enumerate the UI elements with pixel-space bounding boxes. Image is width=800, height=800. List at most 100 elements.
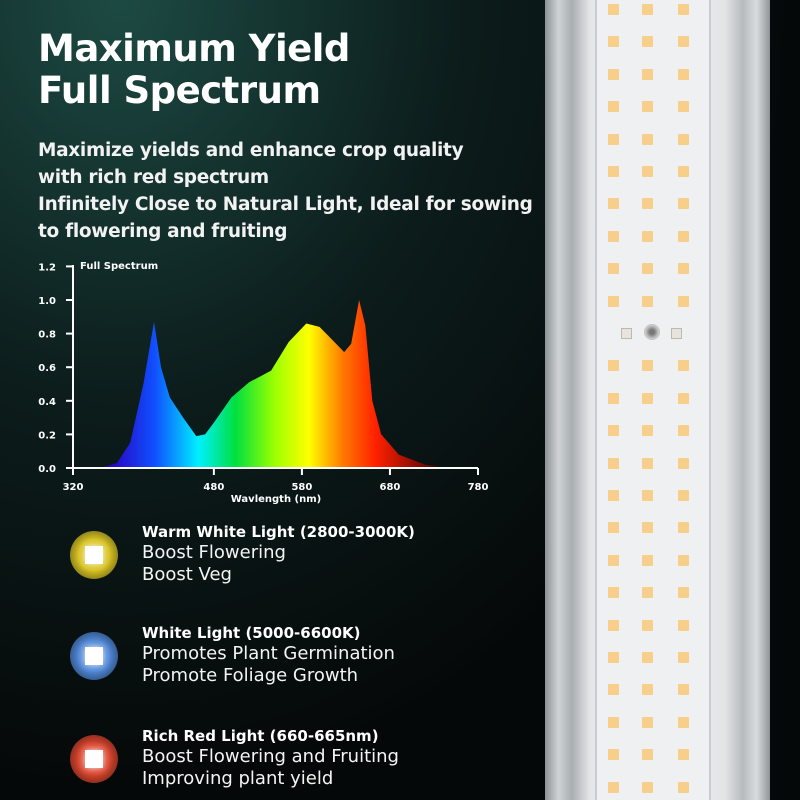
led-chip <box>642 263 653 275</box>
led-chip <box>678 587 689 599</box>
feature-line: Promotes Plant Germination <box>142 643 395 664</box>
description-line: Maximize yields and enhance crop quality <box>38 140 464 161</box>
led-chip <box>678 457 689 469</box>
led-chip <box>642 457 653 469</box>
screw-icon <box>644 324 660 340</box>
led-chip <box>642 522 653 534</box>
led-chip <box>608 587 619 599</box>
led-chip <box>608 230 619 242</box>
led-chip <box>678 522 689 534</box>
led-chip <box>642 4 653 15</box>
headline-line-2: Full Spectrum <box>38 69 321 112</box>
led-chip <box>642 166 653 177</box>
led-chip <box>642 619 653 631</box>
red-led-chip <box>671 328 682 339</box>
y-tick-label: 1.2 <box>38 262 56 273</box>
y-tick-label: 0.8 <box>38 330 56 341</box>
led-chip <box>608 490 619 501</box>
led-chip <box>642 36 653 48</box>
led-chip <box>642 749 653 761</box>
led-chip <box>608 166 619 177</box>
led-chip <box>678 652 689 663</box>
x-tick-label: 680 <box>380 482 401 493</box>
led-chip <box>608 554 619 566</box>
led-chip <box>678 4 689 15</box>
led-chip <box>608 781 619 793</box>
led-chip <box>642 587 653 599</box>
feature-line: Boost Flowering and Fruiting <box>142 746 399 767</box>
led-chip <box>678 166 689 177</box>
led-chip <box>608 4 619 15</box>
y-tick-label: 0.6 <box>38 363 56 374</box>
red-led-icon <box>70 735 118 783</box>
feature-line: Boost Veg <box>142 564 232 585</box>
led-chip <box>608 522 619 534</box>
feature-line: Improving plant yield <box>142 768 334 789</box>
x-tick-label: 580 <box>291 482 312 493</box>
x-tick-label: 780 <box>468 482 489 493</box>
description-line: to flowering and fruiting <box>38 221 288 242</box>
led-chip <box>642 392 653 404</box>
led-chip <box>608 749 619 761</box>
x-tick-label: 320 <box>63 482 84 493</box>
led-chip <box>608 101 619 113</box>
description: Maximize yields and enhance crop quality… <box>38 137 533 245</box>
y-tick-label: 0.4 <box>38 397 56 408</box>
led-light-bar <box>545 0 770 800</box>
led-chip <box>608 392 619 404</box>
y-tick-label: 0.2 <box>38 430 56 441</box>
x-axis-label: Wavlength (nm) <box>231 494 322 505</box>
spectrum-chart: 0.0 0.2 0.4 0.6 0.8 1.0 1.2 320 480 580 680 780 Ful… <box>38 261 489 505</box>
feature-line: Promote Foliage Growth <box>142 665 359 686</box>
description-line: with rich red spectrum <box>38 167 269 188</box>
led-chip <box>642 68 653 80</box>
led-chip <box>678 68 689 80</box>
led-chip <box>678 490 689 501</box>
red-led-chip <box>621 328 632 339</box>
white-led-icon <box>70 632 118 680</box>
led-chip <box>608 263 619 275</box>
x-tick-label: 480 <box>203 482 224 493</box>
led-chip <box>642 360 653 372</box>
led-chip <box>678 392 689 404</box>
led-chip <box>642 101 653 113</box>
led-chip <box>608 68 619 80</box>
led-chip <box>608 360 619 372</box>
led-chip <box>608 295 619 307</box>
led-chip <box>642 652 653 663</box>
led-chip <box>608 36 619 48</box>
warm-white-led-icon <box>70 531 118 579</box>
description-line: Infinitely Close to Natural Light, Ideal… <box>38 194 533 215</box>
feature-line: Boost Flowering <box>142 542 286 563</box>
chart-title: Full Spectrum <box>80 261 158 272</box>
led-chip <box>678 554 689 566</box>
led-board <box>595 0 711 800</box>
led-chip <box>678 360 689 372</box>
led-chip <box>678 230 689 242</box>
led-chip <box>642 490 653 501</box>
led-chip <box>608 457 619 469</box>
led-chip <box>642 133 653 145</box>
spectrum-area <box>99 300 448 468</box>
led-chip <box>642 554 653 566</box>
led-chip <box>678 425 689 437</box>
led-chip <box>642 198 653 210</box>
led-chip <box>678 781 689 793</box>
headline: Maximum Yield Full Spectrum <box>38 28 350 112</box>
led-chip <box>608 716 619 728</box>
feature-title: Warm White Light (2800-3000K) <box>142 523 415 541</box>
led-chip <box>608 425 619 437</box>
feature-title: White Light (5000-6600K) <box>142 624 361 642</box>
led-chip <box>608 619 619 631</box>
led-chip <box>678 684 689 696</box>
led-chip <box>642 295 653 307</box>
led-chip <box>608 133 619 145</box>
led-chip <box>678 263 689 275</box>
led-chip <box>608 652 619 663</box>
led-chip <box>678 295 689 307</box>
led-chip <box>678 36 689 48</box>
led-chip <box>678 101 689 113</box>
led-chip <box>678 716 689 728</box>
led-chip <box>642 684 653 696</box>
feature-title: Rich Red Light (660-665nm) <box>142 727 379 745</box>
